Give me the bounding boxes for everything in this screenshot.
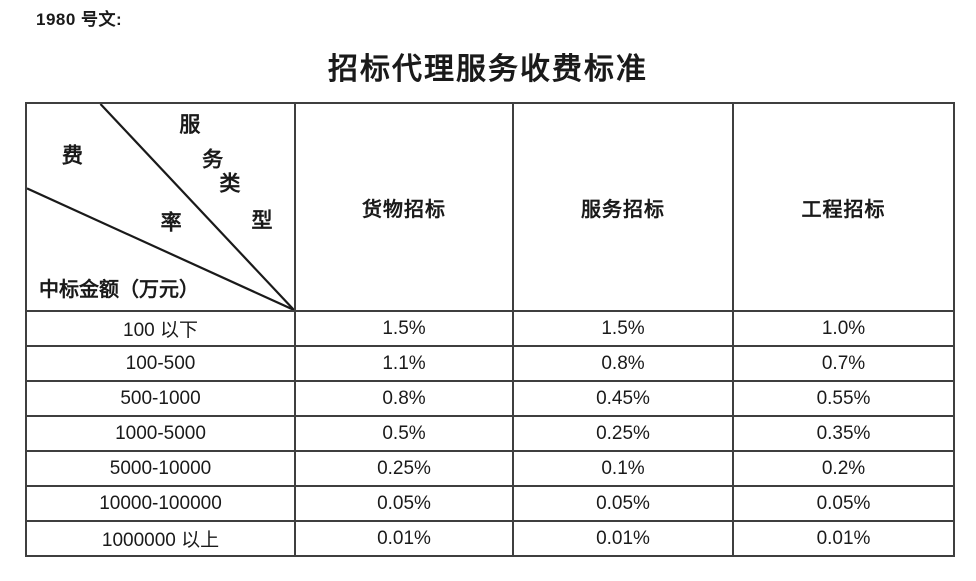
diagonal-header-cell: 服 务 类 型 费 率 中标金额（万元） [25, 102, 296, 312]
amount-range-cell: 5000-10000 [25, 450, 296, 487]
service-rate-cell: 0.1% [512, 450, 734, 487]
diagonal-char-type: 类 [219, 171, 241, 196]
works-rate-cell: 0.35% [732, 415, 955, 452]
works-rate-cell: 0.01% [732, 520, 955, 557]
amount-range-cell: 1000-5000 [25, 415, 296, 452]
page-title: 招标代理服务收费标准 [328, 53, 648, 86]
works-rate-cell: 0.55% [732, 380, 955, 417]
works-rate-cell: 0.7% [732, 345, 955, 382]
goods-rate-cell: 0.05% [294, 485, 514, 522]
column-header-services: 服务招标 [512, 102, 734, 312]
goods-rate-cell: 0.5% [294, 415, 514, 452]
fee-standard-table: 服 务 类 型 费 率 中标金额（万元） 货物招标 服务招标 工程招标 100 … [25, 102, 955, 557]
service-rate-cell: 0.8% [512, 345, 734, 382]
table-row: 1000000 以上 0.01% 0.01% 0.01% [25, 520, 955, 557]
goods-rate-cell: 1.5% [294, 310, 514, 347]
works-rate-cell: 0.05% [732, 485, 955, 522]
diagonal-char-rate: 费 [61, 143, 83, 167]
table-row: 5000-10000 0.25% 0.1% 0.2% [25, 450, 955, 487]
diagonal-char-rate: 率 [160, 210, 182, 235]
goods-rate-cell: 0.8% [294, 380, 514, 417]
service-rate-cell: 0.05% [512, 485, 734, 522]
amount-range-cell: 10000-100000 [25, 485, 296, 522]
table-row: 100-500 1.1% 0.8% 0.7% [25, 345, 955, 382]
table-row: 10000-100000 0.05% 0.05% 0.05% [25, 485, 955, 522]
amount-range-cell: 500-1000 [25, 380, 296, 417]
amount-range-cell: 1000000 以上 [25, 520, 296, 557]
doc-reference: 1980 号文: [36, 10, 123, 29]
works-rate-cell: 1.0% [732, 310, 955, 347]
table-row: 100 以下 1.5% 1.5% 1.0% [25, 310, 955, 347]
amount-axis-label: 中标金额（万元） [39, 279, 199, 301]
diagonal-char-type: 务 [202, 147, 224, 172]
column-header-works: 工程招标 [732, 102, 955, 312]
service-rate-cell: 0.25% [512, 415, 734, 452]
goods-rate-cell: 1.1% [294, 345, 514, 382]
service-rate-cell: 0.45% [512, 380, 734, 417]
service-rate-cell: 0.01% [512, 520, 734, 557]
diagonal-char-type: 服 [179, 112, 201, 137]
diagonal-char-type: 型 [251, 208, 273, 233]
amount-range-cell: 100-500 [25, 345, 296, 382]
table-header-row: 服 务 类 型 费 率 中标金额（万元） 货物招标 服务招标 工程招标 [25, 102, 955, 312]
table-row: 1000-5000 0.5% 0.25% 0.35% [25, 415, 955, 452]
goods-rate-cell: 0.01% [294, 520, 514, 557]
service-rate-cell: 1.5% [512, 310, 734, 347]
goods-rate-cell: 0.25% [294, 450, 514, 487]
amount-range-cell: 100 以下 [25, 310, 296, 347]
diagonal-lines [27, 104, 294, 310]
table-row: 500-1000 0.8% 0.45% 0.55% [25, 380, 955, 417]
works-rate-cell: 0.2% [732, 450, 955, 487]
column-header-goods: 货物招标 [294, 102, 514, 312]
